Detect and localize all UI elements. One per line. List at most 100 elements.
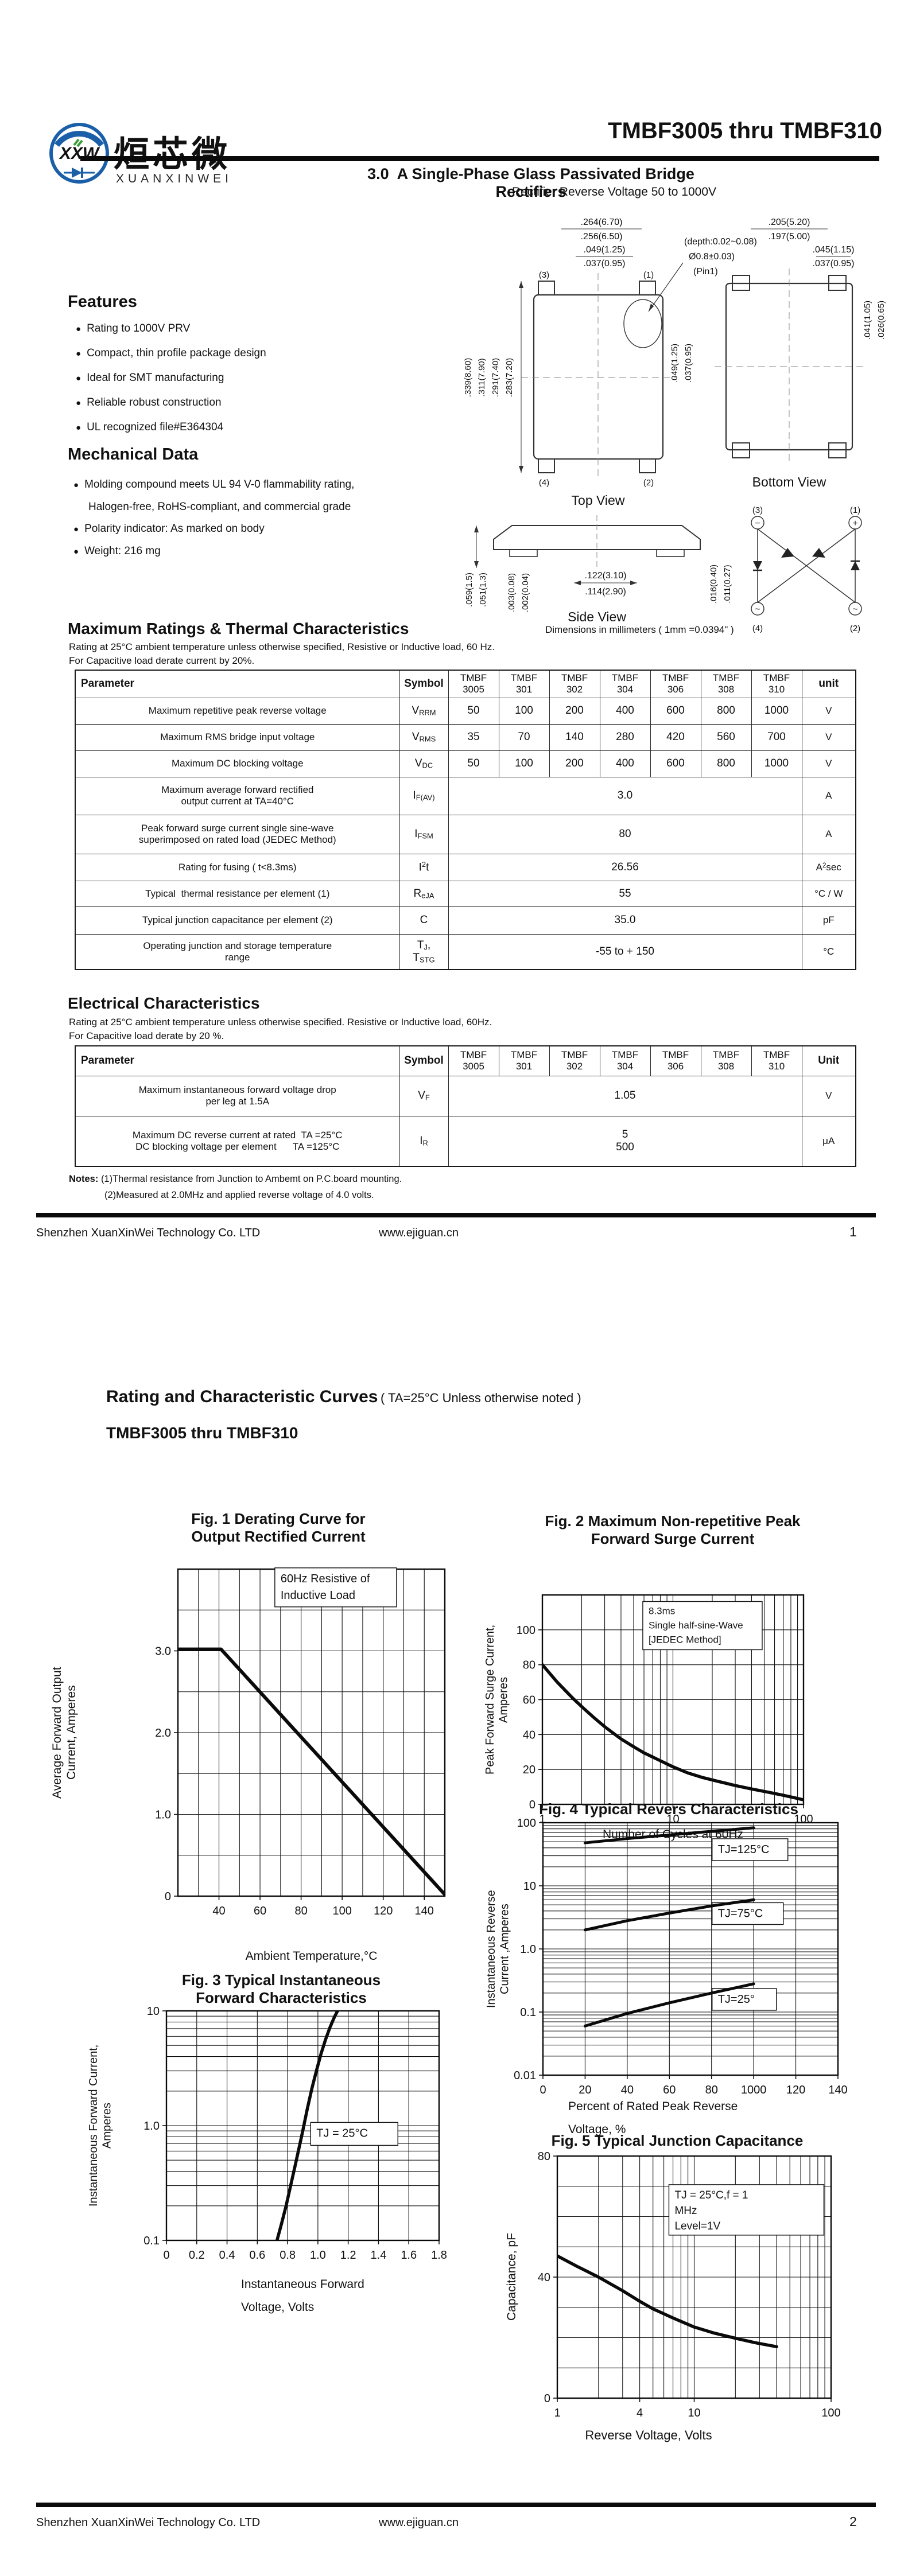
svg-text:+: + [852,519,857,528]
symbol-cell: VRMS [399,723,449,751]
subtitle: 3.0 A Single-Phase Glass Passivated Brid… [367,165,699,200]
svg-text:(1): (1) [850,505,860,515]
feature-item: ● Compact, thin profile package design [76,347,266,359]
package-top-bottom-drawing: .264(6.70) .256(6.50) .049(1.25) .037(0.… [463,217,886,508]
value-cell: 280 [599,723,651,751]
svg-text:.051(1.3): .051(1.3) [478,573,488,607]
fig1-xlabel: Ambient Temperature,°C [245,1949,378,1963]
svg-text:MHz: MHz [674,2205,697,2217]
svg-text:3.0: 3.0 [155,1645,171,1658]
symbol-cell: VRRM [399,697,449,725]
fig4-ylabel: Instantaneous Reverse Current ,Amperes [485,1890,511,2008]
col-header-model: TMBF 302 [549,670,600,698]
unit-cell: μA [801,1115,856,1167]
footer-site-2: www.ejiguan.cn [379,2516,459,2529]
bullet-icon: ● [76,373,82,383]
param-cell: Maximum DC blocking voltage [75,750,400,777]
svg-text:.311(7.90): .311(7.90) [477,358,487,396]
side-view-caption: Side View [568,609,626,624]
svg-text:Level=1V: Level=1V [674,2220,720,2232]
bullet-icon: ● [73,480,79,490]
fig4-xlabel: Percent of Rated Peak Reverse Voltage, % [568,2100,738,2136]
value-cell-span: 26.56 [448,853,802,881]
svg-text:(3): (3) [539,270,549,280]
param-cell: Rating for fusing ( t<8.3ms) [75,853,400,881]
col-header-unit: Unit [801,1045,856,1076]
fig5-xlabel: Reverse Voltage, Volts [585,2428,712,2442]
unit-cell: V [801,723,856,751]
series-TJ=25C [583,1982,755,2028]
series-TJ=75C [583,1898,755,1932]
param-cell: Operating junction and storage temperatu… [75,933,400,970]
value-cell: 200 [549,750,600,777]
fig3-xlabel: Instantaneous Forward Voltage, Volts [241,2278,364,2314]
svg-text:.049(1.25): .049(1.25) [670,344,680,383]
value-cell: 700 [751,723,802,751]
value-cell: 600 [650,750,701,777]
svg-text:100: 100 [332,1905,351,1917]
svg-text:80: 80 [538,2150,550,2163]
bullet-icon: ● [73,524,79,534]
svg-text:0.4: 0.4 [219,2249,235,2262]
value-cell: 35 [448,723,499,751]
features-heading: Features [68,293,137,311]
svg-text:10: 10 [147,2005,160,2018]
col-header-symbol: Symbol [399,1045,449,1076]
svg-text:(4): (4) [752,624,763,633]
footer-company-2: Shenzhen XuanXinWei Technology Co. LTD [36,2516,261,2529]
curves-model-range: TMBF3005 thru TMBF310 [106,1424,298,1442]
value-cell: 50 [448,697,499,725]
value-cell-span: 1.05 [448,1075,802,1116]
svg-text:100: 100 [517,1624,535,1637]
mech-item: ● Polarity indicator: As marked on body [73,523,265,535]
col-header-model: TMBF 302 [549,1045,600,1076]
fig2-title: Fig. 2 Maximum Non-repetitive Peak Forwar… [545,1512,801,1547]
bullet-icon: ● [73,547,79,557]
svg-text:TJ = 25°C,f = 1: TJ = 25°C,f = 1 [674,2189,748,2201]
page-number-2: 2 [849,2514,857,2529]
company-logo-icon: XXW [49,123,109,184]
svg-text:Single half-sine-Wave: Single half-sine-Wave [649,1620,743,1631]
svg-text:.264(6.70): .264(6.70) [581,217,623,227]
svg-text:0: 0 [165,1890,171,1903]
electrical-heading: Electrical Characteristics [68,994,260,1012]
footer-rule-2 [36,2503,876,2507]
value-cell: 400 [599,697,651,725]
company-name-en: XUANXINWEI [116,172,233,185]
fig1-chart: 40 60 80 100 120 140 0 1.0 2.0 3.0 60Hz Resistive … [155,1567,446,1917]
footer-rule-1 [36,1213,876,1217]
ratings-note-1: Rating at 25°C ambient temperature unles… [69,641,495,652]
svg-text:.037(0.95): .037(0.95) [813,259,855,269]
svg-text:40: 40 [212,1905,225,1917]
svg-text:0: 0 [544,2392,550,2405]
note-1: (1)Thermal resistance from Junction to A… [100,1174,402,1184]
dimension-note: Dimensions in millimeters ( 1mm =0.0394"… [545,624,734,635]
svg-text:TJ = 25°C: TJ = 25°C [316,2127,368,2139]
symbol-cell: C [399,906,449,935]
svg-text:1.0: 1.0 [155,1809,171,1822]
svg-text:1: 1 [554,2407,560,2419]
param-cell: Maximum repetitive peak reverse voltage [75,697,400,725]
value-cell: 70 [498,723,550,751]
svg-text:(4): (4) [539,478,549,488]
bullet-icon: ● [76,423,82,433]
col-header-model: TMBF 306 [650,1045,701,1076]
col-header-model: TMBF 301 [498,670,550,698]
col-header-model: TMBF 310 [751,1045,802,1076]
svg-text:1000: 1000 [741,2084,767,2096]
curves-heading: Rating and Characteristic Curves ( TA=25… [106,1387,581,1406]
col-header-unit: unit [801,670,856,698]
value-cell: 800 [700,750,752,777]
fig4-title: Fig. 4 Typical Revers Characteristics [539,1800,798,1818]
svg-text:100: 100 [517,1817,536,1830]
svg-text:1.8: 1.8 [431,2249,447,2262]
svg-text:.037(0.95): .037(0.95) [684,344,693,383]
svg-text:20: 20 [523,1764,535,1776]
symbol-cell: IF(AV) [399,776,449,815]
feature-item: ● Reliable robust construction [76,396,222,408]
col-header-parameter: Parameter [75,1045,400,1076]
svg-text:.003(0.08): .003(0.08) [507,573,517,612]
series-TJ=125C [583,1826,755,1845]
col-header-model: TMBF 304 [599,1045,651,1076]
series-derating-curve [177,1647,445,1897]
